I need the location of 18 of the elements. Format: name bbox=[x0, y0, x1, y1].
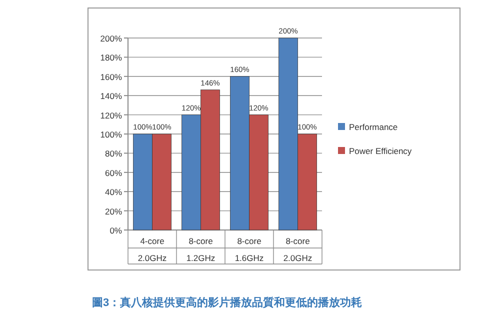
y-tick-label: 60% bbox=[104, 168, 122, 178]
caption: 圖3：真八核提供更高的影片播放品質和更低的播放功耗 bbox=[92, 296, 362, 309]
x-tick-label: 8-core 1.2GHz bbox=[186, 236, 216, 263]
y-tick-label: 140% bbox=[100, 91, 122, 102]
y-tick-label: 20% bbox=[104, 206, 122, 216]
legend-label: Power Efficiency bbox=[349, 146, 412, 156]
y-tick-label: 180% bbox=[100, 52, 122, 63]
x-tick-label: 8-core 2.0GHz bbox=[283, 236, 312, 263]
y-tick-label: 200% bbox=[100, 34, 122, 44]
y-tick-label: 160% bbox=[100, 72, 122, 82]
y-tick-label: 100% bbox=[100, 130, 122, 140]
y-tick-label: 120% bbox=[100, 110, 122, 120]
legend-label: Performance bbox=[349, 122, 398, 132]
y-tick-label: 80% bbox=[104, 148, 122, 159]
x-tick-label: 4-core 2.0GHz bbox=[138, 236, 167, 263]
y-tick-label: 40% bbox=[104, 187, 122, 198]
x-tick-label: 8-core 1.6GHz bbox=[234, 236, 264, 263]
y-tick-label: 0% bbox=[110, 226, 122, 236]
